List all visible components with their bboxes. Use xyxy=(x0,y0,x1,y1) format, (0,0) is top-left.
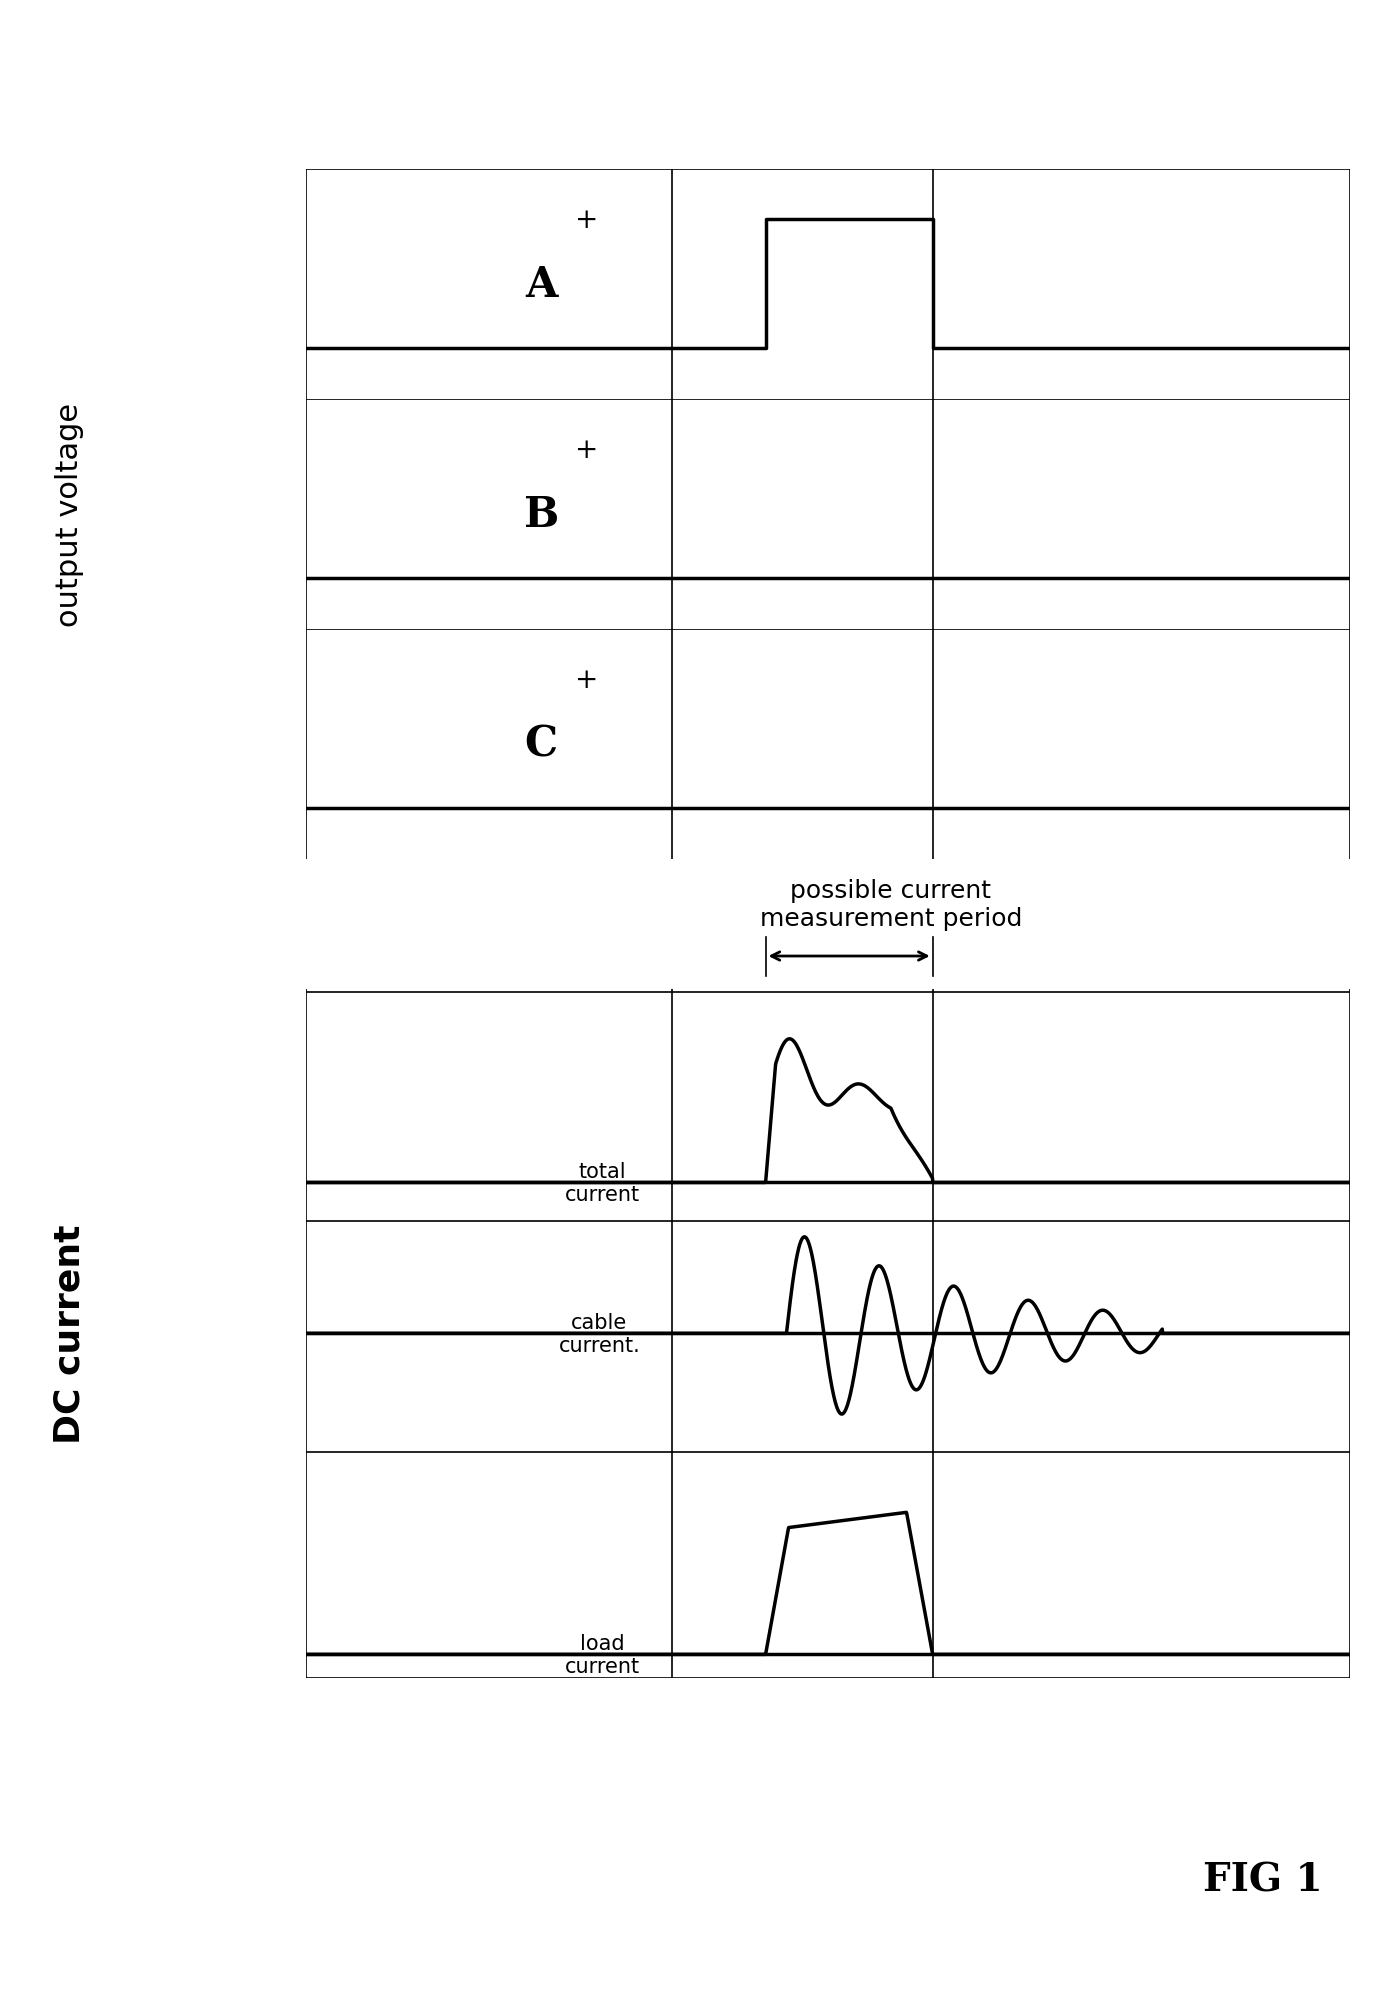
Text: A: A xyxy=(525,264,557,306)
Text: load
current: load current xyxy=(565,1632,640,1676)
Text: total
current: total current xyxy=(565,1161,640,1205)
Text: +: + xyxy=(575,438,599,464)
Text: −: − xyxy=(575,795,599,821)
Text: possible current
measurement period: possible current measurement period xyxy=(760,879,1022,931)
Text: C: C xyxy=(525,723,558,765)
Text: B: B xyxy=(523,494,558,535)
Text: −: − xyxy=(575,336,599,362)
Text: cable
current.: cable current. xyxy=(558,1313,640,1355)
Text: output voltage: output voltage xyxy=(56,402,84,627)
Text: +: + xyxy=(575,667,599,693)
Text: +: + xyxy=(575,208,599,234)
Text: FIG 1: FIG 1 xyxy=(1203,1860,1322,1898)
Text: −: − xyxy=(575,565,599,591)
Text: DC current: DC current xyxy=(53,1225,86,1443)
